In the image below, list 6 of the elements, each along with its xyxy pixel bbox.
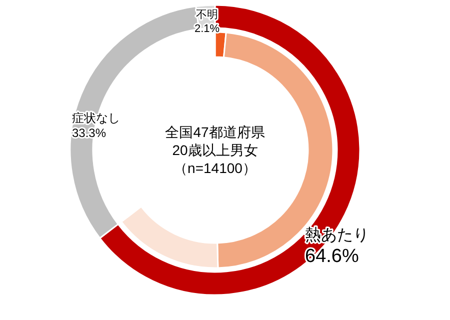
- data-label: 2.1%: [194, 23, 220, 35]
- data-label: 33.3%: [72, 126, 106, 140]
- text: 20歳以上男女: [172, 142, 258, 158]
- slice-label: 症状なし: [72, 111, 120, 125]
- text: 全国47都道府県: [165, 124, 265, 140]
- text: （n=14100）: [174, 160, 256, 176]
